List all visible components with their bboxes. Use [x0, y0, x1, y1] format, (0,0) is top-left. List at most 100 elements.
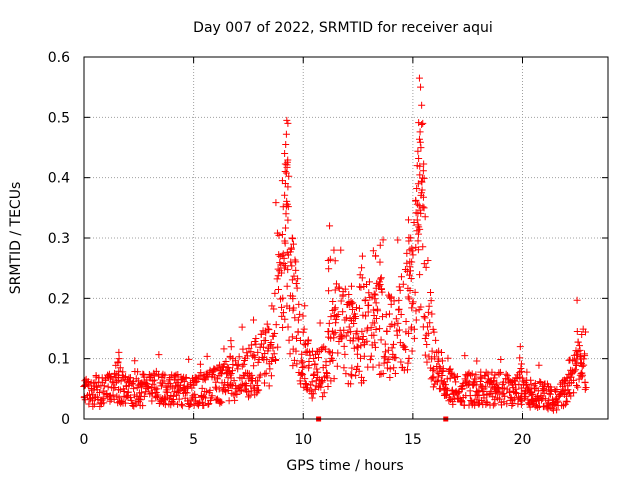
x-axis-label: GPS time / hours [286, 458, 403, 474]
chart-title: Day 007 of 2022, SRMTID for receiver aqu… [193, 20, 493, 36]
data-point [282, 140, 290, 148]
data-point [348, 364, 356, 372]
data-point [446, 365, 454, 373]
data-points [80, 74, 590, 422]
data-point [409, 251, 417, 259]
data-point [493, 379, 501, 387]
data-point [403, 366, 411, 374]
data-point [416, 138, 424, 146]
x-tick-label: 10 [294, 432, 312, 448]
data-point [325, 319, 333, 327]
data-point [333, 362, 341, 370]
data-point [330, 375, 338, 383]
data-point [342, 314, 350, 322]
data-point [408, 347, 416, 355]
data-point [284, 266, 292, 274]
data-point [413, 227, 421, 235]
data-point [414, 246, 422, 254]
data-point [439, 365, 447, 373]
data-point [231, 357, 239, 365]
data-point [288, 276, 296, 284]
data-point [415, 135, 423, 143]
data-point [414, 180, 422, 188]
data-point [412, 197, 420, 205]
data-point [306, 351, 314, 359]
data-point [527, 380, 535, 388]
data-point [377, 336, 385, 344]
data-point [96, 388, 104, 396]
y-tick-labels: 0 0.1 0.2 0.3 0.4 0.5 0.6 [48, 50, 70, 428]
data-point [385, 355, 393, 363]
data-point [124, 388, 132, 396]
data-point [264, 325, 272, 333]
data-point [503, 400, 511, 408]
data-point [395, 283, 403, 291]
data-point [472, 371, 480, 379]
data-point [150, 376, 158, 384]
data-point [308, 378, 316, 386]
y-tick-label: 0 [61, 412, 70, 428]
data-point [417, 191, 425, 199]
data-point [265, 326, 273, 334]
data-point [581, 378, 589, 386]
data-point [254, 348, 262, 356]
data-point [577, 370, 585, 378]
data-point [261, 370, 269, 378]
data-point [358, 274, 366, 282]
data-point [178, 402, 186, 410]
data-point [351, 313, 359, 321]
data-point [427, 297, 435, 305]
data-point [418, 186, 426, 194]
data-point [418, 101, 426, 109]
data-point [195, 372, 203, 380]
axis-ticks [83, 56, 608, 420]
data-point [129, 402, 137, 410]
data-point [326, 222, 334, 230]
data-point [345, 323, 353, 331]
data-point [342, 370, 350, 378]
data-point [395, 305, 403, 313]
data-point [517, 360, 525, 368]
data-point [352, 371, 360, 379]
data-point [275, 231, 283, 239]
data-point [321, 345, 329, 353]
data-point [414, 147, 422, 155]
data-point [348, 306, 356, 314]
data-point [443, 375, 451, 383]
data-point [553, 385, 561, 393]
data-point [386, 365, 394, 373]
data-point [273, 275, 281, 283]
data-point [266, 365, 274, 373]
data-point [280, 254, 288, 262]
data-point [267, 357, 275, 365]
data-point [504, 372, 512, 380]
data-point [298, 350, 306, 358]
data-point [381, 354, 389, 362]
data-point [412, 209, 420, 217]
data-point [523, 368, 531, 376]
data-point [210, 373, 218, 381]
data-point [468, 370, 476, 378]
data-point [389, 353, 397, 361]
data-point [416, 271, 424, 279]
data-point [365, 301, 373, 309]
data-point [300, 325, 308, 333]
data-point [376, 370, 384, 378]
data-point [299, 370, 307, 378]
data-point [392, 354, 400, 362]
data-point [311, 361, 319, 369]
data-point [388, 344, 396, 352]
data-point [292, 266, 300, 274]
data-point [288, 262, 296, 270]
data-point [408, 304, 416, 312]
data-point [334, 311, 342, 319]
data-point [577, 359, 585, 367]
data-point [267, 339, 275, 347]
data-point [497, 356, 505, 364]
data-point [284, 216, 292, 224]
data-point [480, 394, 488, 402]
data-point [281, 239, 289, 247]
data-point [226, 371, 234, 379]
data-point [191, 373, 199, 381]
data-point [227, 370, 235, 378]
